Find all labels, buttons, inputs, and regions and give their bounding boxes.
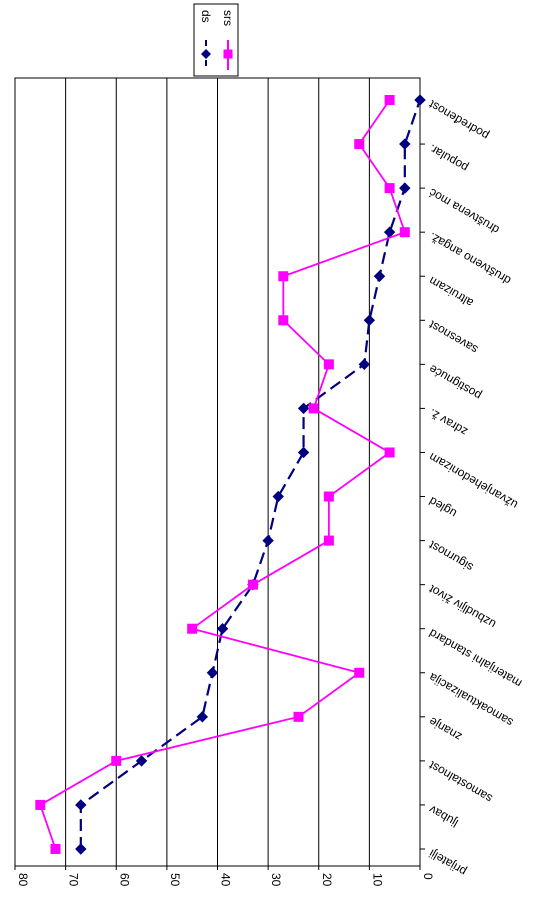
series-srs xyxy=(35,95,410,854)
data-point-ds xyxy=(373,270,386,282)
data-point-ds xyxy=(75,799,87,811)
legend-item-srs: srs xyxy=(221,10,235,70)
tick-label-60: 60 xyxy=(117,873,131,887)
data-point-ds xyxy=(216,622,229,635)
data-point-ds xyxy=(297,402,310,415)
data-point-ds xyxy=(297,446,310,459)
category-label: sigurnost xyxy=(426,538,476,575)
data-point-srs xyxy=(35,799,46,810)
category-label: zdrav ž. xyxy=(427,406,470,439)
category-label: uzbudljiv život xyxy=(426,582,498,632)
data-point-ds xyxy=(75,843,87,855)
data-point-srs xyxy=(278,271,289,282)
data-point-srs xyxy=(111,755,122,766)
data-point-srs xyxy=(247,579,258,590)
legend-marker-srs xyxy=(223,49,233,59)
data-point-ds xyxy=(206,667,219,679)
data-point-ds xyxy=(399,138,411,150)
gridlines xyxy=(65,78,370,866)
category-label: samostalnost xyxy=(426,758,495,806)
series-line-srs xyxy=(39,99,406,850)
category-label: popular. xyxy=(427,141,471,174)
category-axis-labels: prijateljiljubavsamostalnostznanjesamoak… xyxy=(420,97,524,879)
tick-label-50: 50 xyxy=(168,873,182,887)
tick-label-70: 70 xyxy=(67,873,81,887)
tick-label-80: 80 xyxy=(16,873,30,887)
data-point-ds xyxy=(262,534,274,547)
legend-label-ds: ds xyxy=(199,10,213,23)
data-point-srs xyxy=(384,447,395,458)
series-ds xyxy=(75,94,426,855)
data-point-ds xyxy=(399,182,411,194)
series-line-ds xyxy=(79,99,422,849)
data-point-srs xyxy=(187,623,198,634)
category-label: altruizam xyxy=(427,274,476,310)
category-label: društvena moć xyxy=(427,186,502,237)
category-label: savesnost xyxy=(426,317,480,356)
data-point-ds xyxy=(363,314,376,327)
data-point-srs xyxy=(308,403,319,414)
tick-label-20: 20 xyxy=(320,873,334,887)
category-label: postignuće xyxy=(426,362,484,403)
data-point-ds xyxy=(414,94,426,106)
legend: ds srs xyxy=(193,3,239,77)
category-label: ljubav xyxy=(427,802,461,830)
data-point-ds xyxy=(272,490,284,503)
category-label: znanje xyxy=(426,714,464,744)
data-point-srs xyxy=(278,315,289,326)
data-point-srs xyxy=(323,535,334,546)
legend-box xyxy=(193,3,239,77)
legend-label-srs: srs xyxy=(221,10,235,26)
tick-label-0: 0 xyxy=(421,873,435,880)
data-point-srs xyxy=(399,227,410,238)
data-point-srs xyxy=(384,95,395,105)
data-point-srs xyxy=(323,359,334,370)
tick-label-40: 40 xyxy=(219,873,233,887)
data-point-srs xyxy=(323,491,334,502)
tick-label-30: 30 xyxy=(269,873,283,887)
series-group xyxy=(35,94,426,855)
category-label: podređenost xyxy=(426,97,491,143)
data-point-ds xyxy=(358,358,371,371)
data-point-srs xyxy=(354,667,365,678)
legend-marker-ds xyxy=(201,49,211,59)
data-point-srs xyxy=(354,139,365,150)
data-point-ds xyxy=(196,711,209,723)
legend-item-ds: ds xyxy=(199,10,213,70)
category-label: ugled xyxy=(427,494,459,521)
value-axis-ticks: 0 10 20 30 40 50 60 70 80 xyxy=(14,866,435,887)
tick-label-10: 10 xyxy=(370,873,384,887)
data-point-ds xyxy=(135,755,148,767)
data-point-srs xyxy=(293,711,304,722)
data-point-srs xyxy=(384,183,395,194)
data-point-srs xyxy=(50,844,61,854)
